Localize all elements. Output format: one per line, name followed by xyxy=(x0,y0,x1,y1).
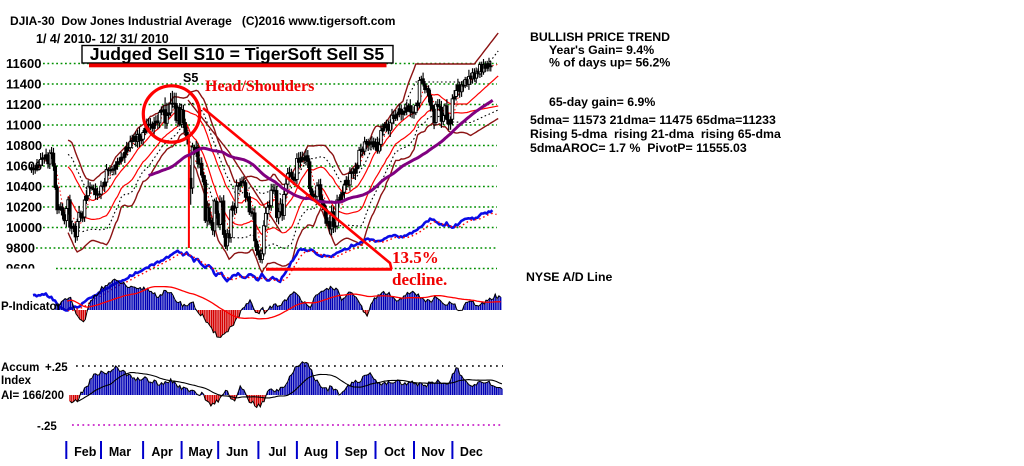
svg-text:NYSE A/D Line: NYSE A/D Line xyxy=(526,270,612,284)
svg-text:10200: 10200 xyxy=(6,200,42,215)
svg-text:9800: 9800 xyxy=(6,241,35,256)
svg-text:65-day gain= 6.9%: 65-day gain= 6.9% xyxy=(549,95,655,109)
svg-text:5dma= 11573 21dma= 11475 65dma: 5dma= 11573 21dma= 11475 65dma=11233 xyxy=(530,113,776,127)
svg-text:Year's Gain= 9.4%: Year's Gain= 9.4% xyxy=(549,43,654,57)
svg-text:13.5%: 13.5% xyxy=(392,248,439,267)
svg-text:9600: 9600 xyxy=(6,261,35,276)
svg-text:decline.: decline. xyxy=(392,270,447,289)
svg-text:5dmaAROC= 1.7 % PivotP= 11555: 5dmaAROC= 1.7 % PivotP= 11555.03 xyxy=(530,141,747,155)
svg-text:Jul: Jul xyxy=(268,445,286,459)
svg-text:-.25: -.25 xyxy=(37,421,57,433)
svg-text:Sep: Sep xyxy=(345,445,368,459)
svg-text:% of days up= 56.2%: % of days up= 56.2% xyxy=(549,56,670,70)
svg-text:S5: S5 xyxy=(183,71,198,85)
svg-text:11200: 11200 xyxy=(6,97,41,112)
svg-text:Dec: Dec xyxy=(460,445,483,459)
svg-text:Apr: Apr xyxy=(151,445,173,459)
svg-text:10800: 10800 xyxy=(6,138,42,153)
svg-text:Oct: Oct xyxy=(384,445,406,459)
svg-text:BULLISH PRICE TREND: BULLISH PRICE TREND xyxy=(530,30,670,44)
svg-text:11000: 11000 xyxy=(6,118,41,133)
svg-text:Aug: Aug xyxy=(304,445,328,459)
svg-text:Accum: Accum xyxy=(1,362,39,374)
svg-text:Judged Sell S10 = TigerSoft Se: Judged Sell S10 = TigerSoft Sell S5 xyxy=(90,44,385,64)
svg-text:Mar: Mar xyxy=(109,445,131,459)
svg-text:Head/Shoulders: Head/Shoulders xyxy=(205,78,314,95)
svg-text:Nov: Nov xyxy=(421,445,445,459)
svg-text:10000: 10000 xyxy=(6,220,42,235)
svg-text:10400: 10400 xyxy=(6,179,42,194)
svg-text:11600: 11600 xyxy=(6,56,41,71)
svg-text:Index: Index xyxy=(1,375,32,387)
svg-text:Feb: Feb xyxy=(74,445,97,459)
svg-text:P-Indicator: P-Indicator xyxy=(1,301,62,313)
svg-text:Jun: Jun xyxy=(226,445,248,459)
svg-text:Rising 5-dma rising 21-dma r: Rising 5-dma rising 21-dma rising 65-dma xyxy=(530,127,781,141)
svg-text:1/ 4/ 2010- 12/ 31/ 2010: 1/ 4/ 2010- 12/ 31/ 2010 xyxy=(36,32,169,46)
svg-text:11400: 11400 xyxy=(6,77,41,92)
svg-text:AI= 166/200: AI= 166/200 xyxy=(1,390,64,402)
svg-text:May: May xyxy=(188,445,212,459)
svg-text:DJIA-30 Dow Jones Industrial: DJIA-30 Dow Jones Industrial Average (C)… xyxy=(10,14,395,28)
svg-text:+.25: +.25 xyxy=(45,362,68,374)
